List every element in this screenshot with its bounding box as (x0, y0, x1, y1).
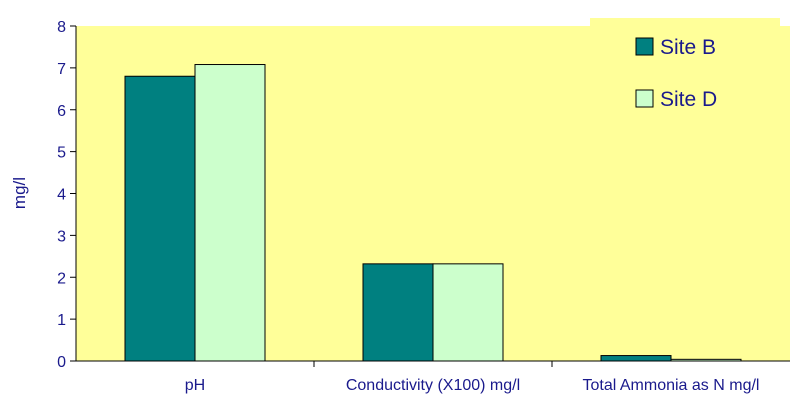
y-tick-label: 2 (57, 270, 66, 287)
legend-swatch (635, 89, 654, 108)
y-tick-label: 6 (57, 103, 66, 120)
y-tick-label: 1 (57, 312, 66, 329)
bars-group (124, 64, 742, 362)
legend-box (590, 18, 780, 128)
y-tick-label: 0 (57, 354, 66, 371)
legend-label: Site B (660, 36, 716, 59)
bar-site-b (600, 355, 672, 362)
y-tick-label: 5 (57, 145, 66, 162)
x-category-label: Conductivity (X100) mg/l (346, 377, 520, 394)
y-tick-label: 8 (57, 19, 66, 36)
y-axis-ticks: 0 1 2 3 4 5 6 7 8 (57, 19, 76, 371)
bar-site-b (124, 75, 196, 362)
y-tick-label: 7 (57, 61, 66, 78)
bar-site-d (194, 64, 266, 362)
x-axis-ticks: pH Conductivity (X100) mg/l Total Ammonia … (185, 361, 760, 394)
legend-swatch (635, 37, 654, 56)
legend: Site B Site D (590, 18, 780, 128)
y-axis-title: mg/l (10, 177, 29, 209)
x-category-label: pH (185, 377, 205, 394)
legend-label: Site D (660, 88, 717, 111)
bar-site-b (362, 263, 434, 362)
x-category-label: Total Ammonia as N mg/l (583, 377, 760, 394)
y-tick-label: 3 (57, 228, 66, 245)
bar-site-d (432, 263, 504, 362)
y-tick-label: 4 (57, 187, 66, 204)
